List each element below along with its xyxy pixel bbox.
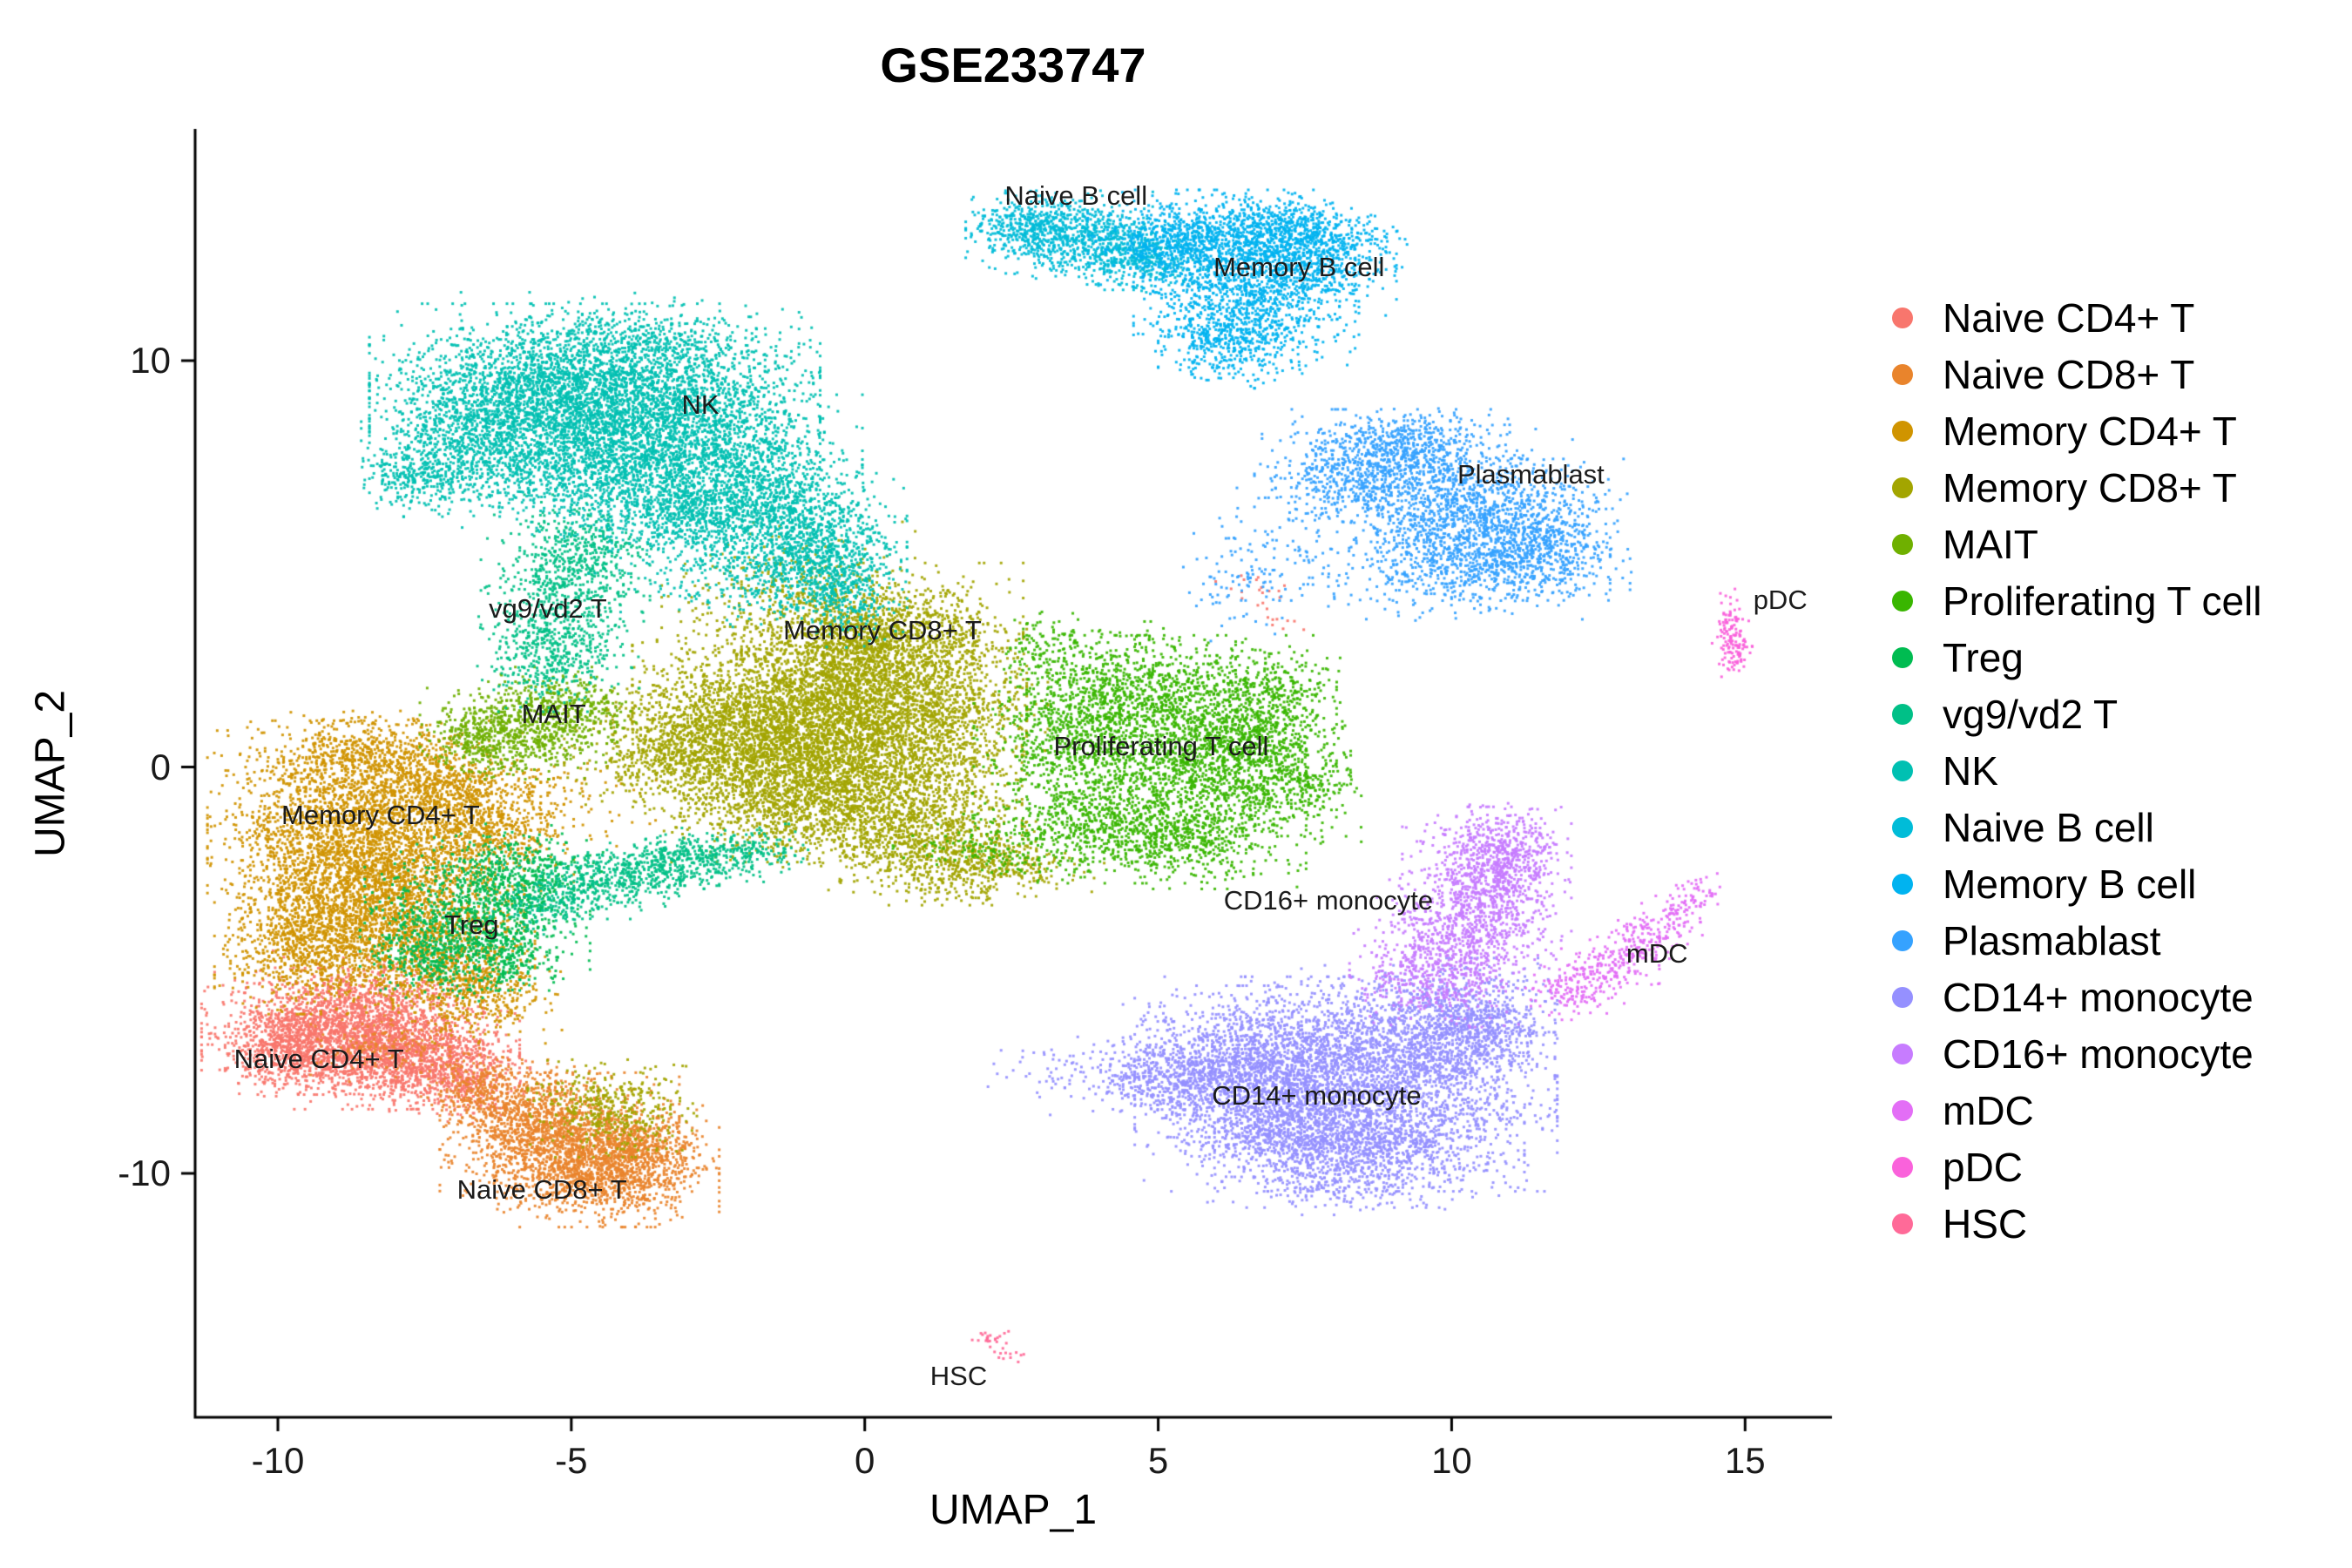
- legend-item: Naive CD4+ T: [1892, 289, 2261, 346]
- legend-label: Plasmablast: [1943, 917, 2161, 963]
- legend-label: Memory CD4+ T: [1943, 408, 2237, 454]
- legend-swatch-icon: [1892, 929, 1913, 951]
- legend-swatch-icon: [1892, 476, 1913, 498]
- legend-swatch-icon: [1892, 1043, 1913, 1064]
- legend-label: CD14+ monocyte: [1943, 974, 2254, 1020]
- legend-item: CD16+ monocyte: [1892, 1025, 2261, 1082]
- legend-label: HSC: [1943, 1200, 2028, 1247]
- legend-item: NK: [1892, 742, 2261, 799]
- legend-swatch-icon: [1892, 816, 1913, 838]
- legend: Naive CD4+ T Naive CD8+ T Memory CD4+ T Mem…: [1892, 289, 2261, 1252]
- legend-label: vg9/vd2 T: [1943, 691, 2119, 737]
- legend-label: Treg: [1943, 634, 2024, 680]
- legend-item: mDC: [1892, 1082, 2261, 1139]
- legend-label: pDC: [1943, 1144, 2024, 1190]
- legend-swatch-icon: [1892, 307, 1913, 328]
- legend-item: MAIT: [1892, 516, 2261, 572]
- legend-label: Naive CD4+ T: [1943, 294, 2195, 341]
- legend-item: CD14+ monocyte: [1892, 969, 2261, 1025]
- legend-swatch-icon: [1892, 533, 1913, 555]
- legend-item: Memory B cell: [1892, 855, 2261, 912]
- legend-swatch-icon: [1892, 873, 1913, 895]
- y-axis-title: UMAP_2: [27, 689, 74, 858]
- legend-label: Memory B cell: [1943, 861, 2197, 907]
- legend-swatch-icon: [1892, 646, 1913, 668]
- legend-item: Naive CD8+ T: [1892, 346, 2261, 402]
- legend-label: MAIT: [1943, 521, 2038, 567]
- legend-swatch-icon: [1892, 1213, 1913, 1234]
- legend-item: vg9/vd2 T: [1892, 686, 2261, 742]
- legend-item: pDC: [1892, 1139, 2261, 1195]
- legend-swatch-icon: [1892, 703, 1913, 725]
- legend-label: CD16+ monocyte: [1943, 1031, 2254, 1077]
- legend-item: HSC: [1892, 1195, 2261, 1252]
- legend-item: Proliferating T cell: [1892, 572, 2261, 629]
- legend-label: Naive B cell: [1943, 804, 2154, 850]
- legend-swatch-icon: [1892, 590, 1913, 612]
- legend-label: Proliferating T cell: [1943, 578, 2262, 624]
- x-axis-title: UMAP_1: [929, 1487, 1098, 1533]
- legend-swatch-icon: [1892, 363, 1913, 385]
- legend-swatch-icon: [1892, 420, 1913, 442]
- legend-item: Plasmablast: [1892, 912, 2261, 969]
- legend-item: Treg: [1892, 629, 2261, 686]
- legend-swatch-icon: [1892, 1099, 1913, 1121]
- legend-swatch-icon: [1892, 760, 1913, 781]
- legend-item: Memory CD8+ T: [1892, 459, 2261, 516]
- legend-swatch-icon: [1892, 986, 1913, 1008]
- legend-label: Naive CD8+ T: [1943, 351, 2195, 397]
- legend-label: Memory CD8+ T: [1943, 464, 2237, 510]
- legend-swatch-icon: [1892, 1156, 1913, 1178]
- legend-item: Memory CD4+ T: [1892, 402, 2261, 459]
- legend-label: mDC: [1943, 1087, 2034, 1133]
- legend-label: NK: [1943, 747, 1998, 794]
- legend-item: Naive B cell: [1892, 799, 2261, 855]
